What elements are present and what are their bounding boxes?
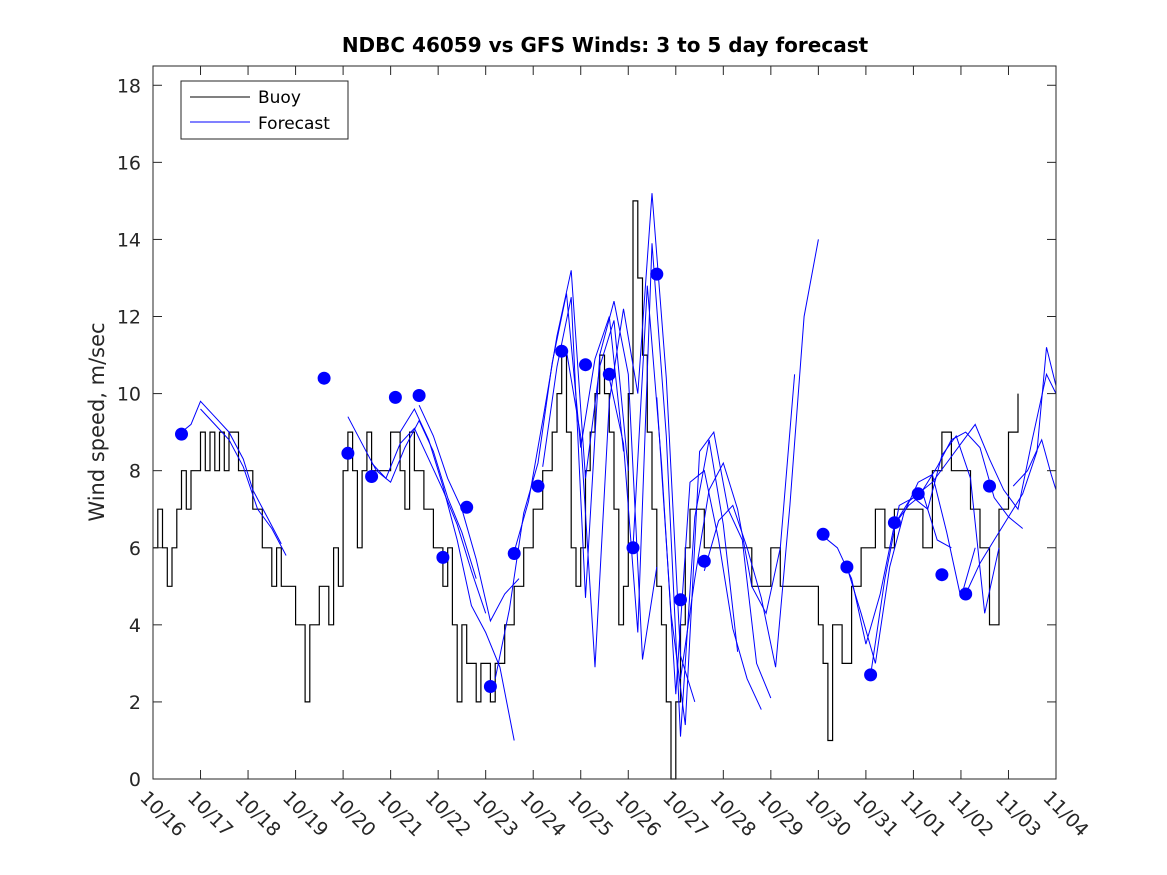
forecast-run-line-7	[494, 293, 624, 679]
forecast-point-12	[555, 344, 569, 358]
x-tick-label: 10/24	[516, 787, 570, 841]
y-tick-label: 0	[129, 769, 141, 791]
x-tick-label: 10/26	[611, 787, 665, 841]
forecast-run-line-21	[965, 347, 1057, 595]
forecast-run-line-18	[870, 434, 1000, 675]
forecast-run-line-15	[703, 239, 819, 668]
forecast-point-24	[935, 568, 949, 582]
x-tick-label: 10/17	[183, 787, 237, 841]
forecast-point-3	[341, 446, 355, 460]
forecast-point-17	[674, 593, 687, 607]
forecast-run-line-10	[566, 193, 696, 703]
x-tick-label: 10/30	[801, 787, 855, 841]
legend-buoy-label: Buoy	[258, 88, 301, 108]
forecast-run-line-14	[680, 374, 796, 679]
x-tick-label: 10/16	[135, 787, 189, 841]
y-axis-label: Wind speed, m/sec	[85, 322, 109, 521]
legend-forecast-label: Forecast	[258, 114, 330, 134]
forecast-run-line-9	[542, 297, 658, 660]
legend: Buoy Forecast	[180, 80, 349, 140]
x-tick-label: 10/21	[373, 787, 427, 841]
plot-area	[153, 66, 1056, 779]
forecast-point-5	[388, 390, 402, 404]
x-tick-label: 11/04	[1038, 787, 1092, 841]
x-tick-label: 11/01	[896, 787, 950, 841]
y-tick-label: 18	[117, 75, 141, 97]
x-tick-label: 10/18	[231, 787, 285, 841]
forecast-run-line-4	[371, 427, 487, 614]
forecast-run-line-5	[399, 407, 515, 741]
y-axis: 0 2 4 6 8 10 12 14 16 18	[117, 75, 1056, 791]
forecast-point-2	[317, 371, 331, 385]
forecast-run-line-3	[347, 416, 477, 579]
forecast-point-8	[460, 500, 474, 514]
forecast-run-line-8	[513, 270, 629, 552]
forecast-point-15	[626, 541, 640, 555]
x-tick-label: 11/02	[943, 787, 997, 841]
forecast-point-19	[816, 527, 830, 541]
x-tick-label: 10/23	[468, 787, 522, 841]
forecast-point-21	[864, 668, 878, 682]
forecast-point-16	[650, 267, 664, 281]
forecast-point-26	[983, 479, 996, 493]
forecast-point-1	[175, 427, 188, 441]
x-tick-label: 10/27	[658, 787, 712, 841]
x-tick-label: 11/03	[991, 787, 1045, 841]
x-tick-label: 10/28	[706, 787, 760, 841]
forecast-point-23	[911, 487, 925, 501]
x-tick-label: 10/22	[421, 787, 475, 841]
x-tick-label: 10/19	[278, 787, 332, 841]
x-tick-label: 10/31	[848, 787, 902, 841]
y-tick-label: 10	[117, 384, 141, 406]
forecast-point-7	[436, 550, 450, 564]
forecast-point-18	[697, 554, 711, 568]
y-tick-label: 2	[129, 692, 141, 714]
forecast-run-line-11	[608, 243, 739, 737]
forecast-point-13	[579, 358, 592, 372]
forecast-run-line-22	[1012, 438, 1057, 491]
forecast-run-line-6	[418, 404, 520, 623]
y-tick-label: 16	[117, 152, 141, 174]
y-tick-label: 6	[129, 538, 141, 560]
legend-box	[180, 80, 349, 140]
forecast-run-line-12	[632, 285, 762, 710]
forecast-point-11	[531, 479, 545, 493]
x-tick-label: 10/29	[753, 787, 807, 841]
forecast-run-line-13	[656, 397, 772, 726]
y-tick-label: 4	[129, 615, 141, 637]
chart-title: NDBC 46059 vs GFS Winds: 3 to 5 day fore…	[342, 33, 869, 57]
buoy-series-line	[153, 200, 1019, 780]
forecast-run-line-17	[846, 473, 976, 664]
x-tick-label: 10/20	[326, 787, 380, 841]
forecast-point-25	[959, 587, 973, 601]
forecast-run-line-2	[200, 408, 287, 556]
forecast-point-9	[483, 680, 497, 693]
forecast-run-line-1	[176, 400, 282, 545]
plot-frame	[152, 65, 1057, 780]
forecast-point-14	[602, 367, 616, 381]
y-tick-label: 12	[117, 307, 141, 329]
series-layer	[153, 193, 1057, 780]
forecast-run-line-20	[917, 372, 1057, 511]
forecast-point-6	[412, 389, 426, 402]
x-tick-label: 10/25	[563, 787, 617, 841]
y-tick-label: 8	[129, 461, 141, 483]
forecast-point-4	[365, 470, 379, 483]
forecast-point-10	[507, 547, 521, 560]
forecast-point-20	[840, 560, 854, 574]
y-tick-label: 14	[117, 229, 141, 251]
forecast-point-22	[887, 516, 901, 530]
